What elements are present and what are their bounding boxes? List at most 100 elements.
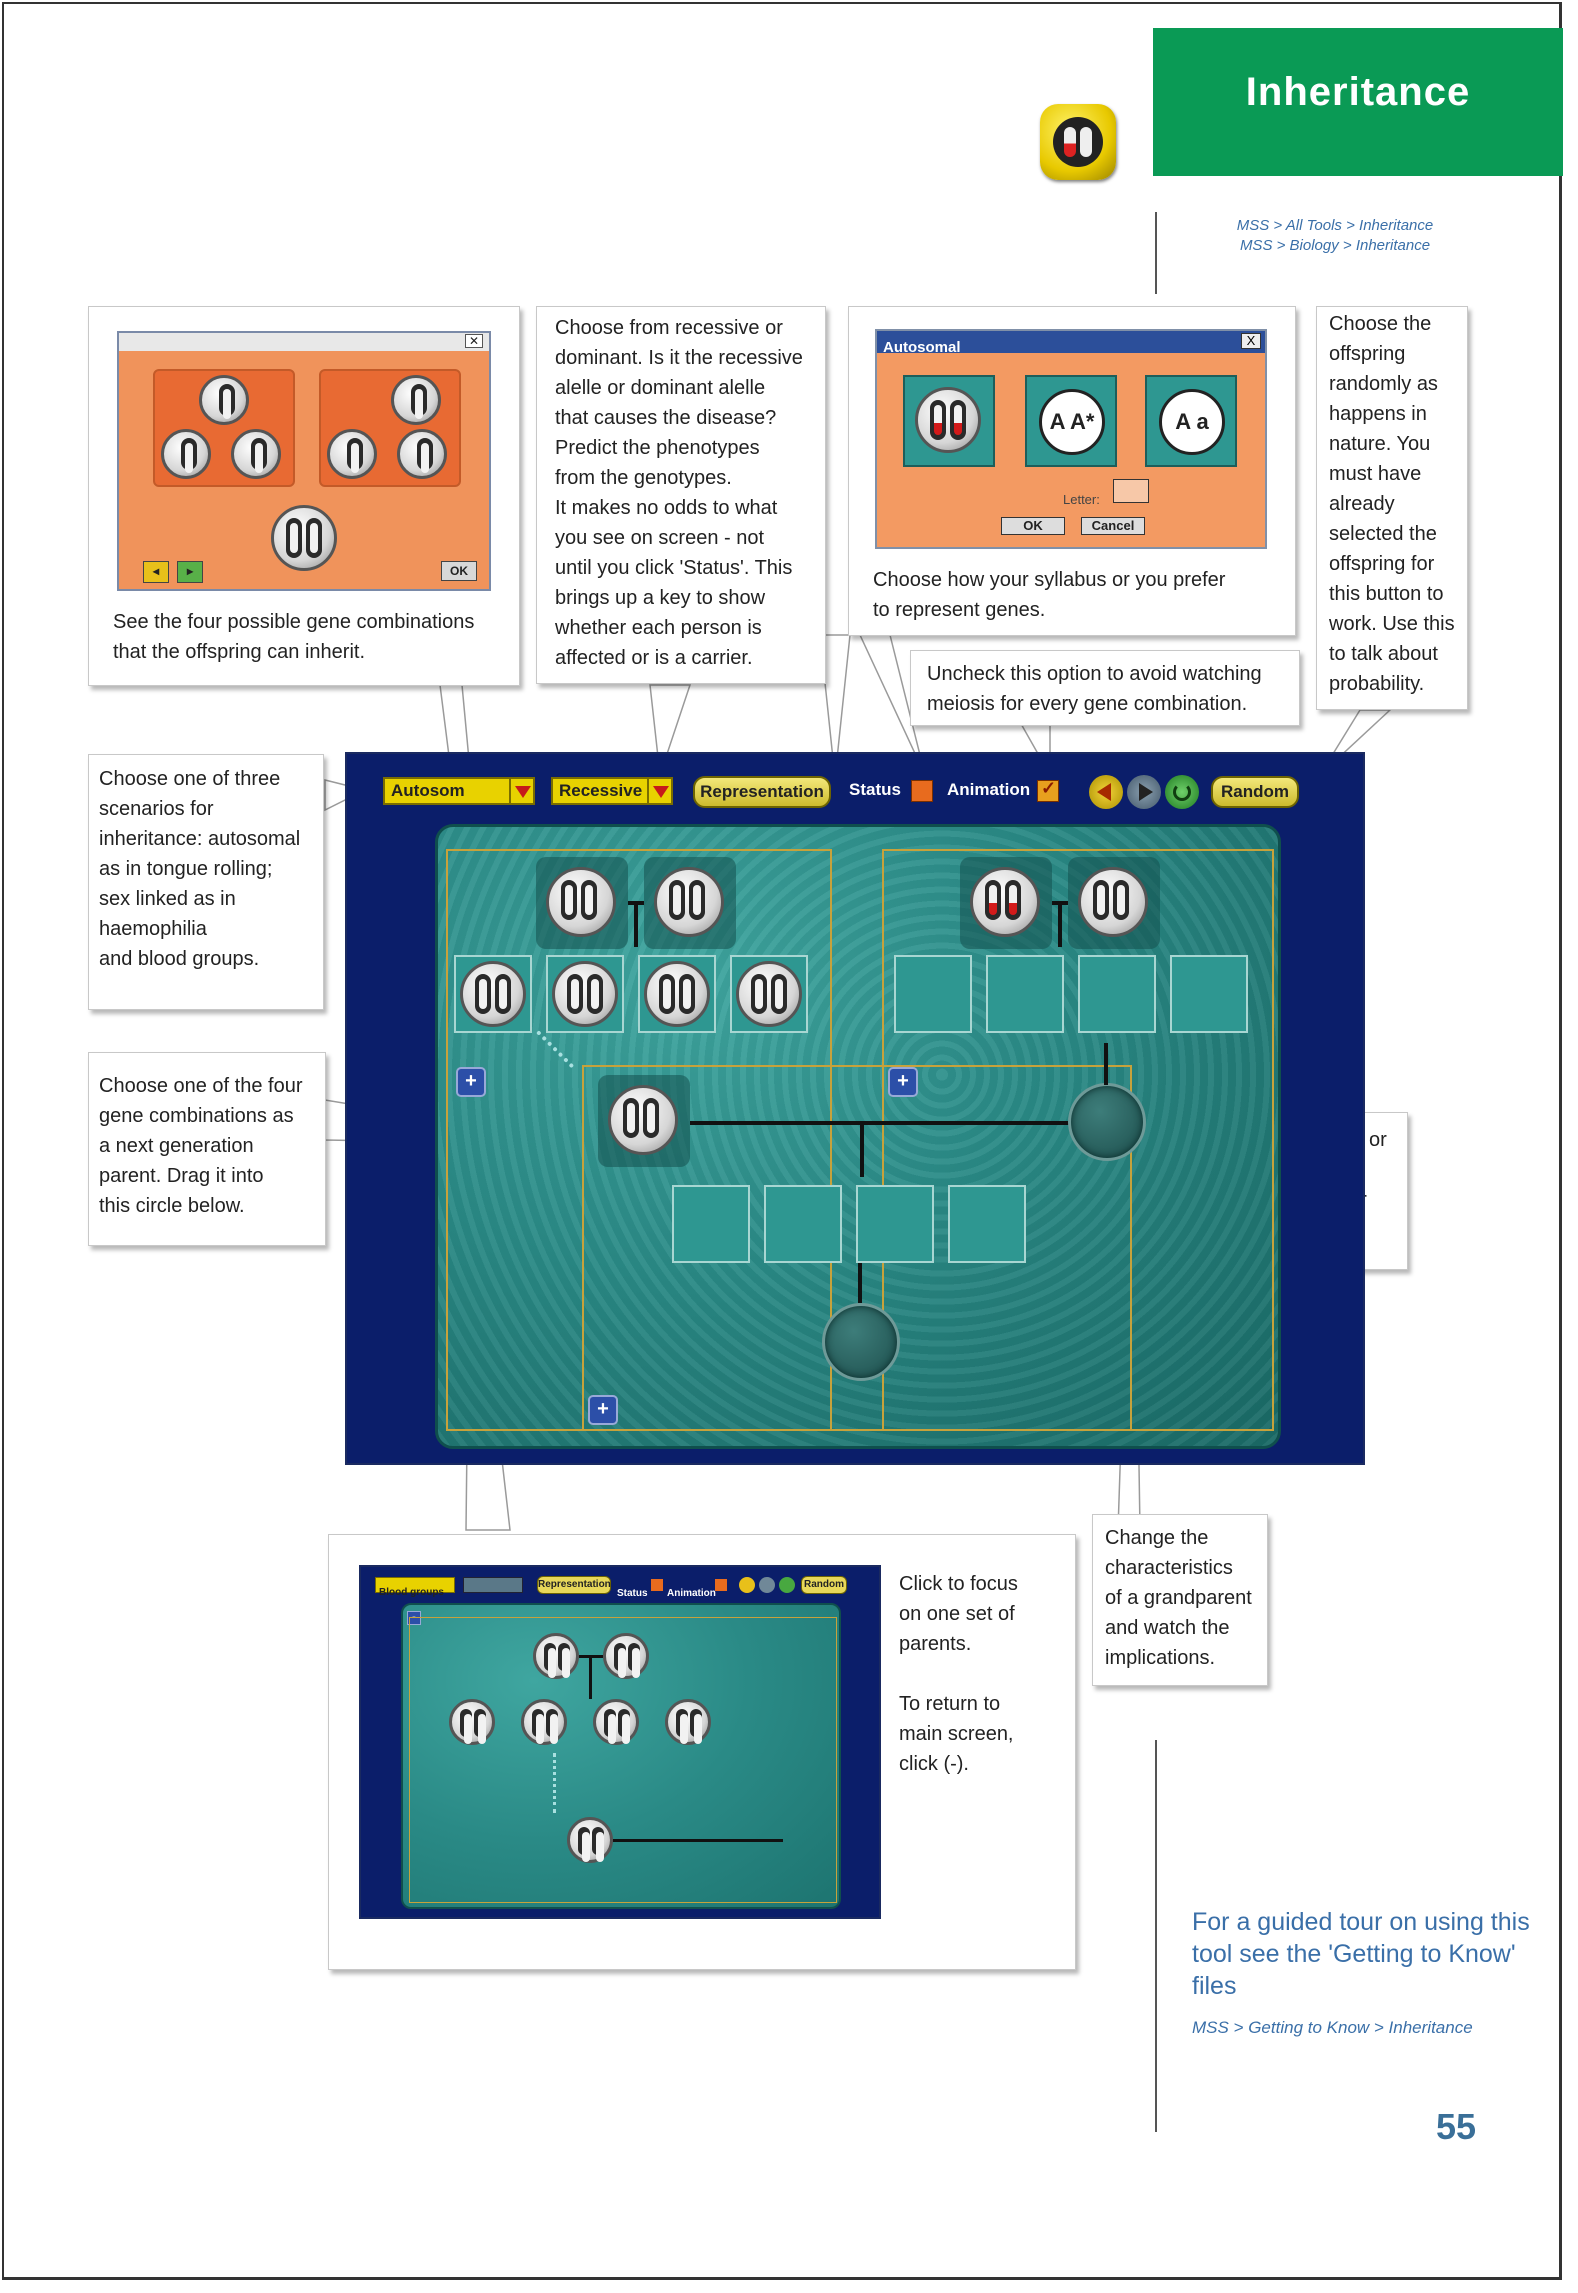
gene-token[interactable] [231,429,281,479]
status-checkbox[interactable] [651,1579,663,1591]
dialog-title: Autosomal [877,331,1265,356]
callout-text: Choose how your syllabus or you prefer t… [873,569,1226,621]
offspring-slot-bottom-3[interactable] [856,1185,934,1263]
callout-text: Change the characteristics of a grandpar… [1105,1527,1252,1669]
gene-token[interactable] [397,429,447,479]
back-icon[interactable]: ◂ [143,561,169,583]
offspring-slot-right-2[interactable] [986,955,1064,1033]
animation-label: Animation [947,780,1031,799]
guided-tour-link[interactable]: MSS > Getting to Know > Inheritance [1192,2018,1473,2037]
callout-gene-combinations: ✕ ◂ ▸ OK See the four possible gene comb… [88,306,520,686]
next-generation-parent-left[interactable] [598,1075,690,1167]
step-back-icon[interactable] [739,1577,755,1593]
pedigree-line [858,1263,862,1303]
ok-button[interactable]: OK [1001,517,1065,535]
step-back-icon[interactable] [1089,775,1123,809]
dialog-titlebar: ✕ [119,333,489,351]
representation-button[interactable]: Representation [537,1576,611,1594]
drag-trail [553,1753,579,1813]
next-generation-parent[interactable] [567,1817,613,1863]
cancel-button[interactable]: Cancel [1081,517,1145,535]
ok-button[interactable]: OK [441,561,477,581]
letter-input[interactable] [1113,479,1149,503]
offspring-slot-bottom-2[interactable] [764,1185,842,1263]
dominance-select[interactable] [463,1577,523,1593]
random-button[interactable]: Random [1211,776,1299,808]
callout-representation: Autosomal X A A* A a Letter: OK Cancel C… [848,306,1296,636]
representation-option-chromosome[interactable] [903,375,995,467]
pedigree-line [860,1121,864,1177]
representation-button[interactable]: Representation [693,776,831,808]
combination-panel-right [319,369,461,487]
representation-option-a-a[interactable]: A a [1145,375,1237,467]
step-forward-icon[interactable] [759,1577,775,1593]
next-generation-parent-right[interactable] [1068,1083,1146,1161]
offspring-slot-left-1[interactable] [454,955,532,1033]
callout-random: Choose the offspring randomly as happens… [1316,306,1468,710]
gene-token[interactable] [327,429,377,479]
offspring-slot-left-3[interactable] [638,955,716,1033]
dropdown-arrow-icon[interactable] [509,779,533,803]
forward-icon[interactable]: ▸ [177,561,203,583]
gene-combinations-dialog: ✕ ◂ ▸ OK [117,331,491,591]
callout-text: See the four possible gene combinations … [113,611,475,663]
close-icon[interactable]: X [1241,333,1261,349]
grandparent-right-1[interactable] [960,857,1052,949]
focus-left-family-button[interactable]: + [456,1067,486,1097]
offspring-slot-right-4[interactable] [1170,955,1248,1033]
offspring-2[interactable] [521,1699,567,1745]
grandparent-right-2[interactable] [1068,857,1160,949]
breadcrumb-all-tools[interactable]: MSS > All Tools > Inheritance [1236,217,1434,234]
focus-right-family-button[interactable]: + [888,1067,918,1097]
breadcrumb-biology[interactable]: MSS > Biology > Inheritance [1239,237,1431,254]
scenario-select[interactable]: Blood groups [375,1577,455,1598]
gene-token[interactable] [199,375,249,425]
offspring-4[interactable] [665,1699,711,1745]
close-icon[interactable]: ✕ [465,334,483,348]
restart-icon[interactable] [1165,775,1199,809]
offspring-gene-token[interactable] [271,505,337,571]
scenario-select[interactable]: Autosom [383,777,535,805]
inheritance-tool-icon [1040,104,1116,180]
gene-token[interactable] [391,375,441,425]
offspring-slot-bottom-1[interactable] [672,1185,750,1263]
callout-animation: Uncheck this option to avoid watching me… [910,650,1300,726]
offspring-slot-bottom-4[interactable] [948,1185,1026,1263]
callout-text: Choose from recessive or dominant. Is it… [555,317,803,669]
status-label: Status [617,1588,648,1599]
offspring-3[interactable] [593,1699,639,1745]
pedigree-line [634,901,638,947]
pedigree-line [1058,901,1062,947]
callout-text: Click to focus on one set of parents. To… [899,1573,1018,1775]
offspring-slot-right-1[interactable] [894,955,972,1033]
offspring-slot-left-4[interactable] [730,955,808,1033]
callout-next-generation: Choose one of the four gene combinations… [88,1052,326,1246]
random-button[interactable]: Random [801,1576,847,1594]
offspring-slot-right-3[interactable] [1078,955,1156,1033]
callout-text: Choose the offspring randomly as happens… [1329,313,1455,695]
third-generation-parent[interactable] [822,1303,900,1381]
grandparent-2[interactable] [603,1633,649,1679]
grandparent-left-1[interactable] [536,857,628,949]
focus-bottom-family-button[interactable]: + [588,1395,618,1425]
breadcrumbs: MSS > All Tools > Inheritance MSS > Biol… [1160,216,1510,256]
dominance-select[interactable]: Recessive [551,777,673,805]
animation-checkbox[interactable]: ✓ [1037,778,1059,802]
status-label: Status [849,780,901,799]
offspring-1[interactable] [449,1699,495,1745]
focused-pedigree-board: - [401,1603,841,1909]
pedigree-line [613,1839,783,1842]
dropdown-arrow-icon[interactable] [647,779,671,803]
animation-checkbox[interactable] [715,1579,727,1591]
callout-text: Choose one of three scenarios for inheri… [99,768,301,970]
grandparent-1[interactable] [533,1633,579,1679]
status-checkbox[interactable] [911,780,933,802]
callout-scenarios: Choose one of three scenarios for inheri… [88,754,324,1010]
representation-option-a-astar[interactable]: A A* [1025,375,1117,467]
step-forward-icon[interactable] [1127,775,1161,809]
offspring-slot-left-2[interactable] [546,955,624,1033]
gene-token[interactable] [161,429,211,479]
restart-icon[interactable] [779,1577,795,1593]
grandparent-left-2[interactable] [644,857,736,949]
